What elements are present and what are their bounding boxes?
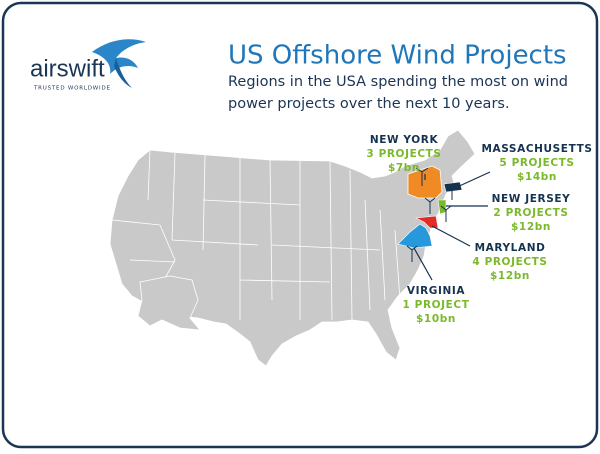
new-york — [407, 165, 443, 199]
region-spend: $12bn — [490, 270, 530, 282]
region-name: MARYLAND — [475, 242, 546, 254]
leader-line — [413, 247, 433, 281]
region-name: MASSACHUSETTS — [481, 143, 592, 155]
region-spend: $7bn — [388, 162, 420, 174]
turbines — [406, 167, 458, 262]
logo-name: airswift — [30, 55, 105, 82]
logo-bird — [92, 39, 146, 74]
region-projects: 4 PROJECTS — [472, 256, 547, 268]
logo: airswift TRUSTED WORLDWIDE — [30, 39, 146, 92]
leader-line — [431, 225, 471, 247]
region-name: NEW JERSEY — [492, 193, 571, 205]
state-borders — [111, 149, 401, 321]
region-spend: $12bn — [511, 221, 551, 233]
logo-bird-tail — [114, 58, 132, 88]
title: US Offshore Wind Projects — [228, 41, 567, 71]
virginia — [397, 223, 433, 249]
region-spend: $14bn — [517, 171, 557, 183]
region-projects: 3 PROJECTS — [366, 148, 441, 160]
leader-lines — [413, 171, 491, 281]
subtitle-line: power projects over the next 10 years. — [228, 96, 510, 112]
alaska — [137, 275, 201, 331]
region-name: VIRGINIA — [407, 285, 466, 297]
subtitle-line: Regions in the USA spending the most on … — [228, 74, 568, 90]
leader-line — [454, 171, 491, 189]
region-name: NEW YORK — [370, 134, 439, 146]
us-map — [109, 129, 476, 367]
logo-tagline: TRUSTED WORLDWIDE — [33, 86, 111, 92]
region-spend: $10bn — [416, 313, 456, 325]
region-projects: 1 PROJECT — [402, 299, 469, 311]
region-labels: NEW YORK 3 PROJECTS $7bn MASSACHUSETTS 5… — [366, 134, 592, 325]
region-projects: 5 PROJECTS — [499, 157, 574, 169]
maryland — [414, 215, 439, 229]
region-projects: 2 PROJECTS — [493, 207, 568, 219]
